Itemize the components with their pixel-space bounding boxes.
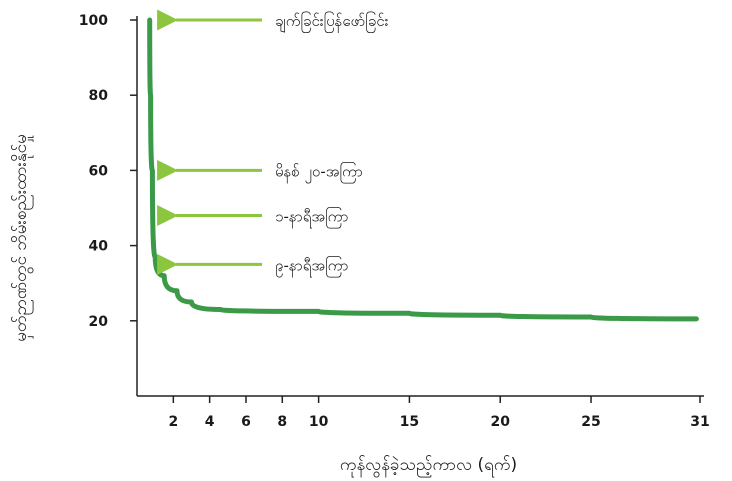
x-tick-label: 4 [205, 414, 215, 430]
y-axis-title: မှတ်ဉာဏ်တွင် ဘိမ်းစည်းထားနိုင်မှု [11, 134, 34, 342]
axes: 2 4 6 8 10 15 20 25 31 20 40 60 80 100 [79, 13, 710, 430]
x-tick-label: 6 [241, 414, 251, 430]
x-tick-label: 15 [400, 414, 419, 430]
x-axis-title: ကုန်လွန်ခဲ့သည့်ကာလ (ရက်) [340, 455, 517, 478]
x-tick-label: 20 [490, 414, 510, 430]
y-tick-label: 60 [89, 163, 109, 179]
series [147, 17, 699, 322]
y-tick-label: 80 [89, 88, 109, 104]
x-tick-label: 8 [277, 414, 287, 430]
series-line [147, 17, 699, 322]
y-tick-label: 40 [89, 239, 109, 255]
x-tick-label: 31 [690, 414, 709, 430]
y-tick-label: 20 [89, 314, 109, 330]
x-tick-label: 2 [168, 414, 178, 430]
annotation-label: ၉-နာရီအကြာ [275, 255, 349, 277]
y-tick-label: 100 [79, 13, 108, 29]
x-tick-label: 10 [309, 414, 329, 430]
annotations: ချက်ခြင်းပြန်ဖော်ခြင်းမိနစ် ၂၀-အကြာ၁-နာရ… [157, 9, 389, 277]
annotation-label: မိနစ် ၂၀-အကြာ [275, 161, 363, 183]
x-tick-label: 25 [581, 414, 600, 430]
annotation-label: ချက်ခြင်းပြန်ဖော်ခြင်း [275, 11, 389, 33]
annotation-label: ၁-နာရီအကြာ [275, 207, 349, 229]
